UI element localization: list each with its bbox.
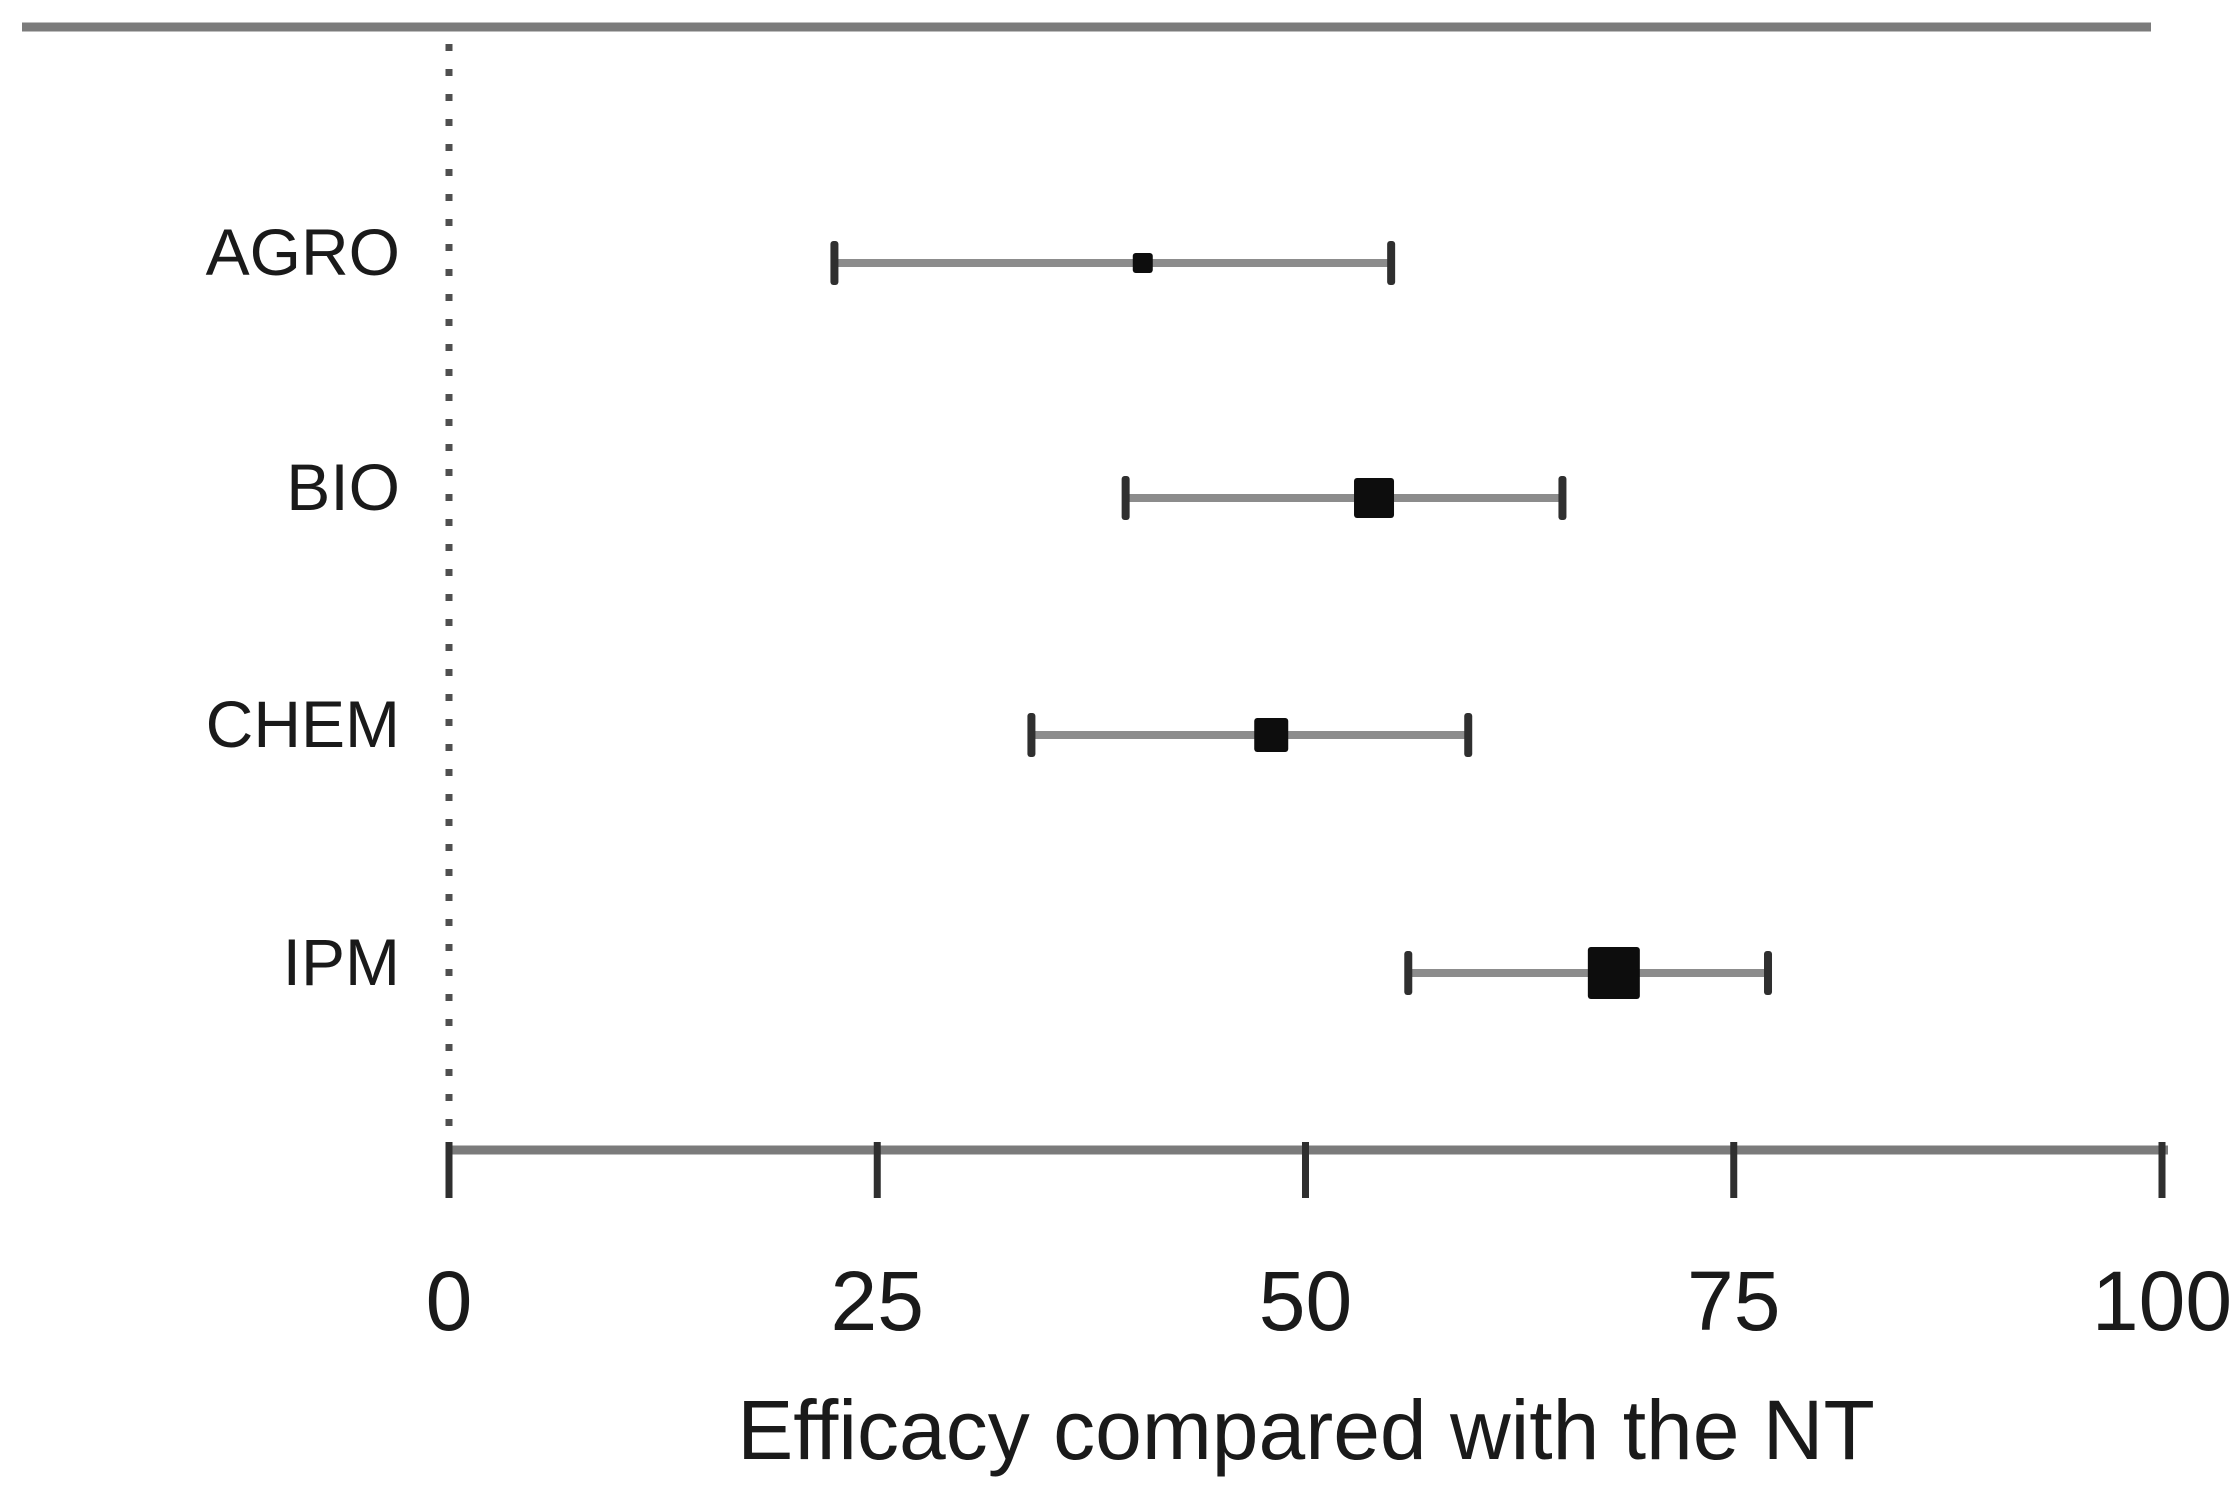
x-tick-label-50: 50 [1259, 1254, 1352, 1348]
errorbar-cap-low-agro [830, 241, 839, 285]
x-tick-25 [873, 1142, 881, 1198]
category-label-agro: AGRO [206, 215, 400, 289]
point-marker-chem [1254, 718, 1289, 752]
x-tick-label-75: 75 [1687, 1254, 1780, 1348]
errorbar-cap-high-bio [1558, 476, 1567, 520]
x-tick-100 [2158, 1142, 2166, 1198]
category-label-bio: BIO [286, 450, 400, 524]
errorbar-cap-high-ipm [1764, 951, 1773, 995]
errorbar-cap-low-ipm [1404, 951, 1413, 995]
errorbar-cap-low-chem [1027, 713, 1036, 757]
x-tick-50 [1302, 1142, 1309, 1198]
x-tick-label-25: 25 [831, 1254, 924, 1348]
point-marker-bio [1354, 478, 1395, 518]
x-tick-label-100: 100 [2092, 1254, 2229, 1348]
category-label-chem: CHEM [206, 687, 400, 761]
category-label-ipm: IPM [283, 925, 400, 999]
errorbar-cap-high-agro [1387, 241, 1396, 285]
x-axis-title: Efficacy compared with the NT [737, 1383, 1875, 1477]
errorbar-cap-high-chem [1464, 713, 1473, 757]
x-tick-75 [1730, 1142, 1738, 1198]
x-tick-0 [445, 1142, 453, 1198]
point-marker-agro [1132, 253, 1153, 273]
point-marker-ipm [1587, 947, 1640, 999]
x-tick-label-0: 0 [426, 1254, 473, 1348]
top-rule [22, 22, 2151, 32]
errorbar-cap-low-bio [1121, 476, 1130, 520]
